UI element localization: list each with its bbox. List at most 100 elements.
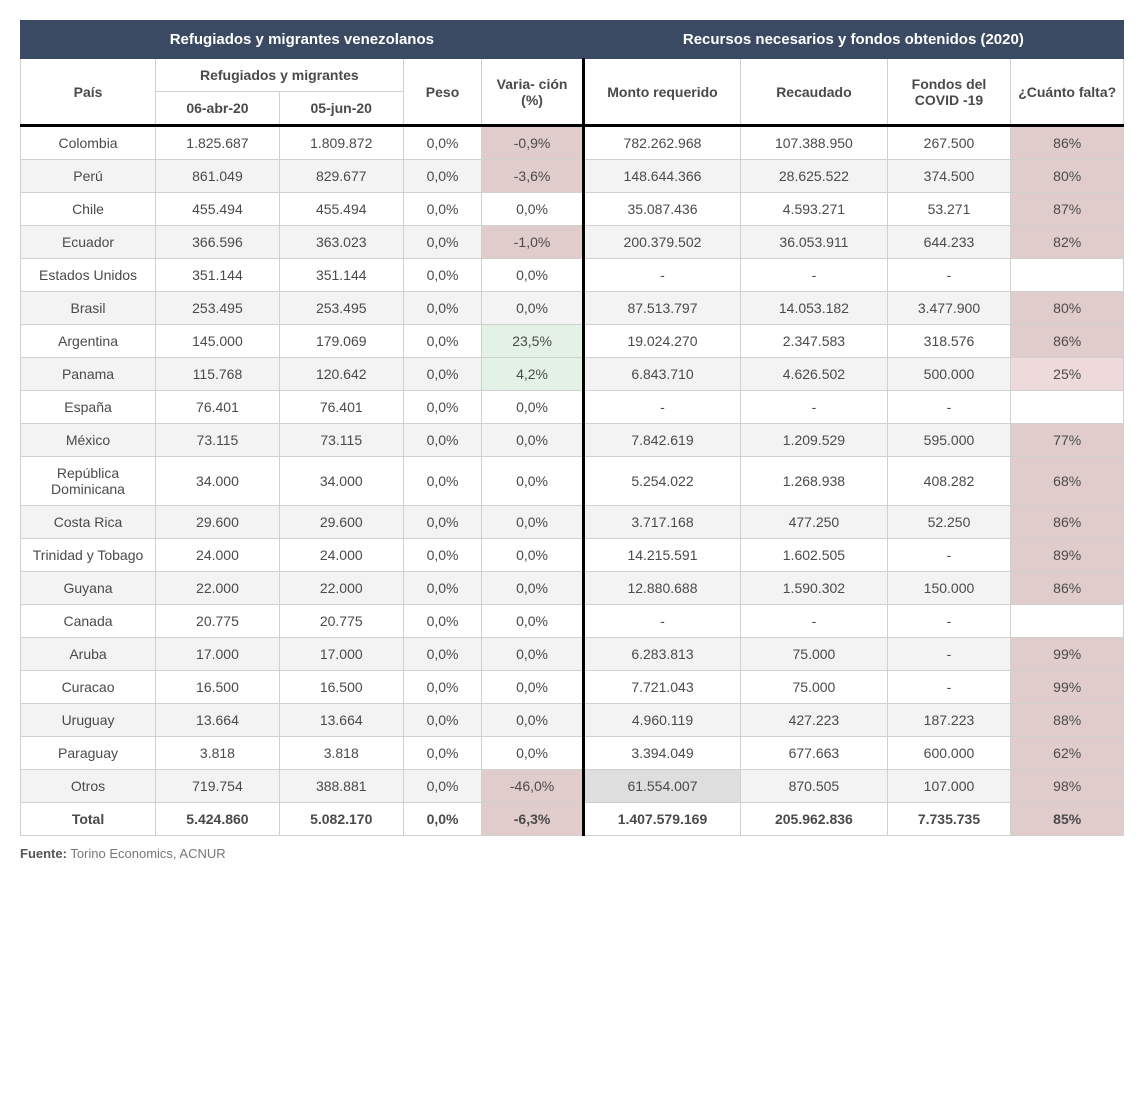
cell-falta: 82% [1011, 226, 1124, 259]
cell-d1: 3.818 [156, 737, 280, 770]
cell-falta: 62% [1011, 737, 1124, 770]
cell-pais: Panama [21, 358, 156, 391]
cell-covid: 187.223 [887, 704, 1011, 737]
data-table: Refugiados y migrantes venezolanos Recur… [20, 20, 1124, 836]
cell-monto: 148.644.366 [583, 160, 741, 193]
source-label: Fuente: [20, 846, 67, 861]
cell-d1: 29.600 [156, 506, 280, 539]
cell-d1: 145.000 [156, 325, 280, 358]
table-body: Colombia1.825.6871.809.8720,0%-0,9%782.2… [21, 126, 1124, 836]
cell-monto: 782.262.968 [583, 126, 741, 160]
table-row: Argentina145.000179.0690,0%23,5%19.024.2… [21, 325, 1124, 358]
cell-falta: 87% [1011, 193, 1124, 226]
cell-d2: 13.664 [279, 704, 403, 737]
cell-monto: 87.513.797 [583, 292, 741, 325]
table-row: Chile455.494455.4940,0%0,0%35.087.4364.5… [21, 193, 1124, 226]
cell-peso: 0,0% [403, 193, 482, 226]
band-left: Refugiados y migrantes venezolanos [21, 21, 584, 59]
cell-rec: - [741, 605, 887, 638]
cell-d1: 719.754 [156, 770, 280, 803]
table-row: Paraguay3.8183.8180,0%0,0%3.394.049677.6… [21, 737, 1124, 770]
cell-peso: 0,0% [403, 605, 482, 638]
cell-rec: 427.223 [741, 704, 887, 737]
cell-d2: 16.500 [279, 671, 403, 704]
cell-d2: 363.023 [279, 226, 403, 259]
table-row: Aruba17.00017.0000,0%0,0%6.283.81375.000… [21, 638, 1124, 671]
cell-rec: - [741, 259, 887, 292]
cell-d2: 179.069 [279, 325, 403, 358]
cell-covid: 7.735.735 [887, 803, 1011, 836]
cell-d2: 73.115 [279, 424, 403, 457]
cell-d2: 76.401 [279, 391, 403, 424]
cell-var: -6,3% [482, 803, 583, 836]
table-row: Estados Unidos351.144351.1440,0%0,0%--- [21, 259, 1124, 292]
cell-falta: 99% [1011, 638, 1124, 671]
cell-pais: Brasil [21, 292, 156, 325]
cell-d1: 115.768 [156, 358, 280, 391]
cell-monto: - [583, 391, 741, 424]
cell-var: 0,0% [482, 605, 583, 638]
cell-var: 0,0% [482, 391, 583, 424]
col-date2: 05-jun-20 [279, 92, 403, 126]
cell-falta: 80% [1011, 292, 1124, 325]
cell-pais: Aruba [21, 638, 156, 671]
cell-covid: - [887, 259, 1011, 292]
cell-d1: 24.000 [156, 539, 280, 572]
col-var: Varia- ción (%) [482, 59, 583, 126]
cell-rec: 14.053.182 [741, 292, 887, 325]
cell-d1: 455.494 [156, 193, 280, 226]
cell-d2: 24.000 [279, 539, 403, 572]
cell-covid: 600.000 [887, 737, 1011, 770]
cell-peso: 0,0% [403, 457, 482, 506]
cell-d1: 13.664 [156, 704, 280, 737]
cell-rec: 1.590.302 [741, 572, 887, 605]
cell-covid: 267.500 [887, 126, 1011, 160]
cell-var: 23,5% [482, 325, 583, 358]
cell-d2: 351.144 [279, 259, 403, 292]
cell-rec: 205.962.836 [741, 803, 887, 836]
col-monto: Monto requerido [583, 59, 741, 126]
band-right: Recursos necesarios y fondos obtenidos (… [583, 21, 1123, 59]
cell-peso: 0,0% [403, 803, 482, 836]
table-row: Uruguay13.66413.6640,0%0,0%4.960.119427.… [21, 704, 1124, 737]
cell-rec: 28.625.522 [741, 160, 887, 193]
cell-d2: 22.000 [279, 572, 403, 605]
col-recaudado: Recaudado [741, 59, 887, 126]
cell-pais: Canada [21, 605, 156, 638]
table-row: España76.40176.4010,0%0,0%--- [21, 391, 1124, 424]
cell-rec: 677.663 [741, 737, 887, 770]
table-row: Guyana22.00022.0000,0%0,0%12.880.6881.59… [21, 572, 1124, 605]
cell-d2: 120.642 [279, 358, 403, 391]
total-row: Total5.424.8605.082.1700,0%-6,3%1.407.57… [21, 803, 1124, 836]
cell-d1: 351.144 [156, 259, 280, 292]
cell-falta: 80% [1011, 160, 1124, 193]
col-pais: País [21, 59, 156, 126]
cell-d1: 34.000 [156, 457, 280, 506]
table-row: Ecuador366.596363.0230,0%-1,0%200.379.50… [21, 226, 1124, 259]
cell-falta: 85% [1011, 803, 1124, 836]
cell-d1: 16.500 [156, 671, 280, 704]
cell-peso: 0,0% [403, 226, 482, 259]
cell-peso: 0,0% [403, 424, 482, 457]
cell-d1: 5.424.860 [156, 803, 280, 836]
table-head: Refugiados y migrantes venezolanos Recur… [21, 21, 1124, 126]
cell-falta: 86% [1011, 325, 1124, 358]
cell-var: 0,0% [482, 259, 583, 292]
cell-rec: - [741, 391, 887, 424]
cell-var: 0,0% [482, 638, 583, 671]
cell-falta: 86% [1011, 126, 1124, 160]
cell-var: 0,0% [482, 424, 583, 457]
cell-peso: 0,0% [403, 539, 482, 572]
cell-pais: Perú [21, 160, 156, 193]
cell-pais: Estados Unidos [21, 259, 156, 292]
cell-peso: 0,0% [403, 638, 482, 671]
cell-d2: 3.818 [279, 737, 403, 770]
cell-rec: 4.593.271 [741, 193, 887, 226]
cell-monto: 12.880.688 [583, 572, 741, 605]
source-text: Torino Economics, ACNUR [67, 846, 226, 861]
cell-covid: 644.233 [887, 226, 1011, 259]
cell-d2: 829.677 [279, 160, 403, 193]
cell-var: -0,9% [482, 126, 583, 160]
table-row: Trinidad y Tobago24.00024.0000,0%0,0%14.… [21, 539, 1124, 572]
cell-covid: - [887, 671, 1011, 704]
